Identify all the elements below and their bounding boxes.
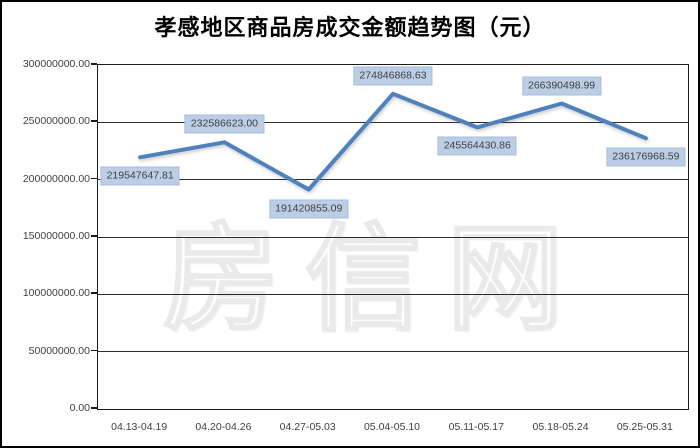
y-axis-tick-label: 250000000.00 <box>22 115 90 128</box>
gridline <box>98 293 688 295</box>
y-axis-tick-label: 100000000.00 <box>22 287 90 300</box>
y-axis-tick <box>91 235 97 237</box>
y-axis-tick <box>91 63 97 65</box>
x-axis-tick-label: 04.20-04.26 <box>195 421 252 433</box>
y-axis-tick <box>91 349 97 352</box>
y-axis-tick-label: 0.00 <box>69 402 90 414</box>
y-axis-tick-label: 200000000.00 <box>22 172 90 185</box>
y-axis-tick-label: 150000000.00 <box>22 230 90 242</box>
data-label: 274846868.63 <box>353 66 433 86</box>
y-axis-tick-label: 50000000.00 <box>28 344 90 357</box>
data-label: 236176968.59 <box>606 147 686 167</box>
line-chart-svg <box>138 91 648 192</box>
y-axis-tick <box>91 407 97 409</box>
watermark: 房信网 <box>162 211 589 348</box>
trend-line <box>138 91 648 192</box>
y-axis-tick <box>91 177 97 180</box>
data-label: 191420855.09 <box>269 199 349 218</box>
x-axis-tick-label: 05.18-05.24 <box>532 421 589 433</box>
y-axis-tick-label: 300000000.00 <box>22 58 90 70</box>
gridline <box>98 236 688 238</box>
x-axis-tick-label: 05.11-05.17 <box>448 421 504 433</box>
x-axis-tick-label: 04.27-05.03 <box>279 421 336 433</box>
gridline <box>98 121 688 123</box>
data-label: 266390498.99 <box>521 76 602 96</box>
plot-area: 房信网 219547647.81 232586623.00 191420855.09… <box>97 64 689 410</box>
x-axis-tick-label: 04.13-04.19 <box>111 421 168 433</box>
y-axis-tick <box>91 292 97 294</box>
chart-title: 孝感地区商品房成交金额趋势图（元） <box>154 15 546 41</box>
gridline <box>98 351 688 353</box>
x-axis-tick-label: 05.04-05.10 <box>363 421 421 433</box>
data-label: 245564430.86 <box>437 136 517 156</box>
gridline <box>98 179 688 181</box>
x-axis-tick-label: 05.25-05.31 <box>616 421 673 433</box>
data-label: 219547647.81 <box>100 166 180 186</box>
y-axis-tick <box>91 120 97 122</box>
data-label: 232586623.00 <box>184 114 264 134</box>
